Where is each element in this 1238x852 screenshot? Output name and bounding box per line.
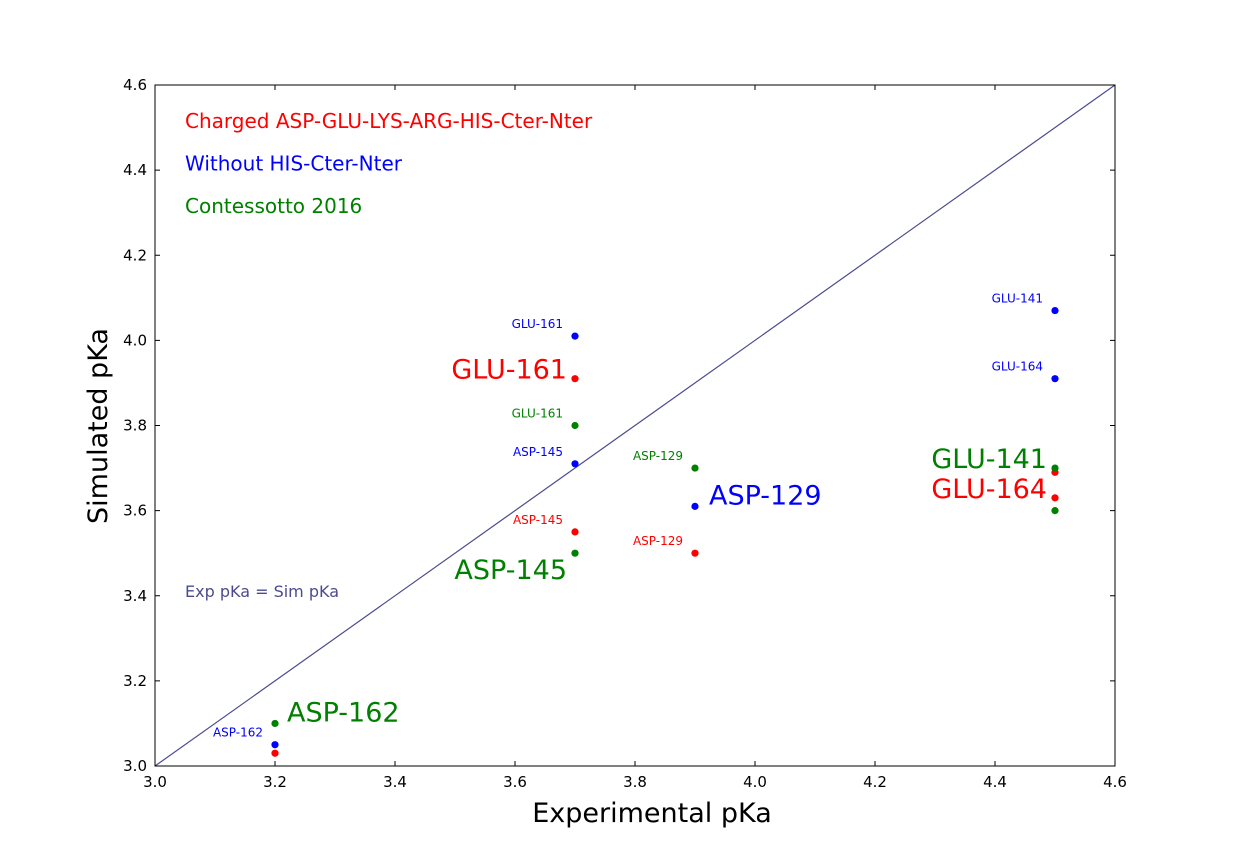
y-tick-label: 3.8: [123, 417, 147, 435]
point-annotation: GLU-164: [992, 360, 1043, 374]
data-point-blue-asp-129: [691, 502, 699, 510]
point-annotation: GLU-164: [931, 474, 1047, 505]
point-annotation: GLU-141: [931, 444, 1047, 475]
x-tick-label: 4.0: [743, 773, 767, 791]
diagonal-line: [154, 84, 1116, 767]
y-tick-label: 4.4: [123, 161, 147, 179]
x-tick-label: 3.2: [263, 773, 287, 791]
data-point-green-asp-129: [691, 464, 699, 472]
x-tick-label: 4.4: [983, 773, 1007, 791]
point-annotation: GLU-161: [512, 407, 563, 421]
x-tick-label: 3.8: [623, 773, 647, 791]
y-tick-label: 4.2: [123, 246, 147, 264]
data-point-blue-glu-141: [1051, 306, 1059, 315]
x-tick-label: 4.6: [1103, 773, 1127, 791]
x-tick-label: 3.4: [383, 773, 407, 791]
legend-entry-3: Contessotto 2016: [185, 194, 362, 218]
point-annotation: ASP-129: [633, 449, 683, 463]
data-point-red-glu-164: [1051, 494, 1059, 502]
data-point-blue-asp-145: [571, 460, 579, 468]
point-annotation: GLU-161: [451, 355, 567, 386]
y-tick-label: 4.0: [123, 331, 147, 349]
data-point-green-asp-145: [571, 549, 579, 557]
point-annotation: ASP-145: [513, 445, 563, 459]
plot-area: GLU-161 GLU-161 GLU-161 ASP-145 ASP-145 ASP-1…: [154, 84, 1116, 767]
data-point-red-glu-161: [571, 375, 579, 383]
y-tick-label: 3.0: [123, 757, 147, 775]
data-point-red-asp-162: [271, 749, 279, 757]
y-tick-label: 4.6: [123, 76, 147, 94]
legend-entry-1: Charged ASP-GLU-LYS-ARG-HIS-Cter-Nter: [185, 109, 593, 133]
data-point-green-glu-161: [571, 421, 579, 430]
data-point-red-asp-145: [571, 528, 579, 536]
point-annotation: ASP-145: [513, 513, 563, 527]
y-tick-label: 3.2: [123, 672, 147, 690]
point-annotation: GLU-161: [512, 317, 563, 331]
data-point-red-asp-129: [691, 549, 699, 557]
data-point-green-glu-141: [1051, 464, 1059, 472]
point-annotation: ASP-162: [213, 726, 263, 740]
x-tick-label: 4.2: [863, 773, 887, 791]
data-point-blue-glu-164: [1051, 375, 1059, 383]
point-annotation: ASP-129: [709, 480, 822, 511]
x-tick-label: 3.0: [143, 773, 167, 791]
y-axis-label: Simulated pKa: [83, 328, 114, 524]
point-annotation: ASP-129: [633, 534, 683, 548]
data-point-green-glu-164: [1051, 507, 1059, 515]
legend-entry-2: Without HIS-Cter-Nter: [185, 152, 403, 176]
y-tick-label: 3.6: [123, 502, 147, 520]
x-axis-label: Experimental pKa: [532, 798, 772, 829]
data-point-green-asp-162: [271, 719, 279, 728]
x-tick-label: 3.6: [503, 773, 527, 791]
y-tick-label: 3.4: [123, 587, 147, 605]
point-annotation: ASP-162: [287, 697, 400, 728]
diagonal-label: Exp pKa = Sim pKa: [185, 582, 339, 601]
point-annotation: GLU-141: [992, 292, 1043, 306]
data-point-blue-glu-161: [571, 332, 579, 340]
point-annotation: ASP-145: [454, 555, 567, 586]
data-point-blue-asp-162: [271, 741, 279, 749]
